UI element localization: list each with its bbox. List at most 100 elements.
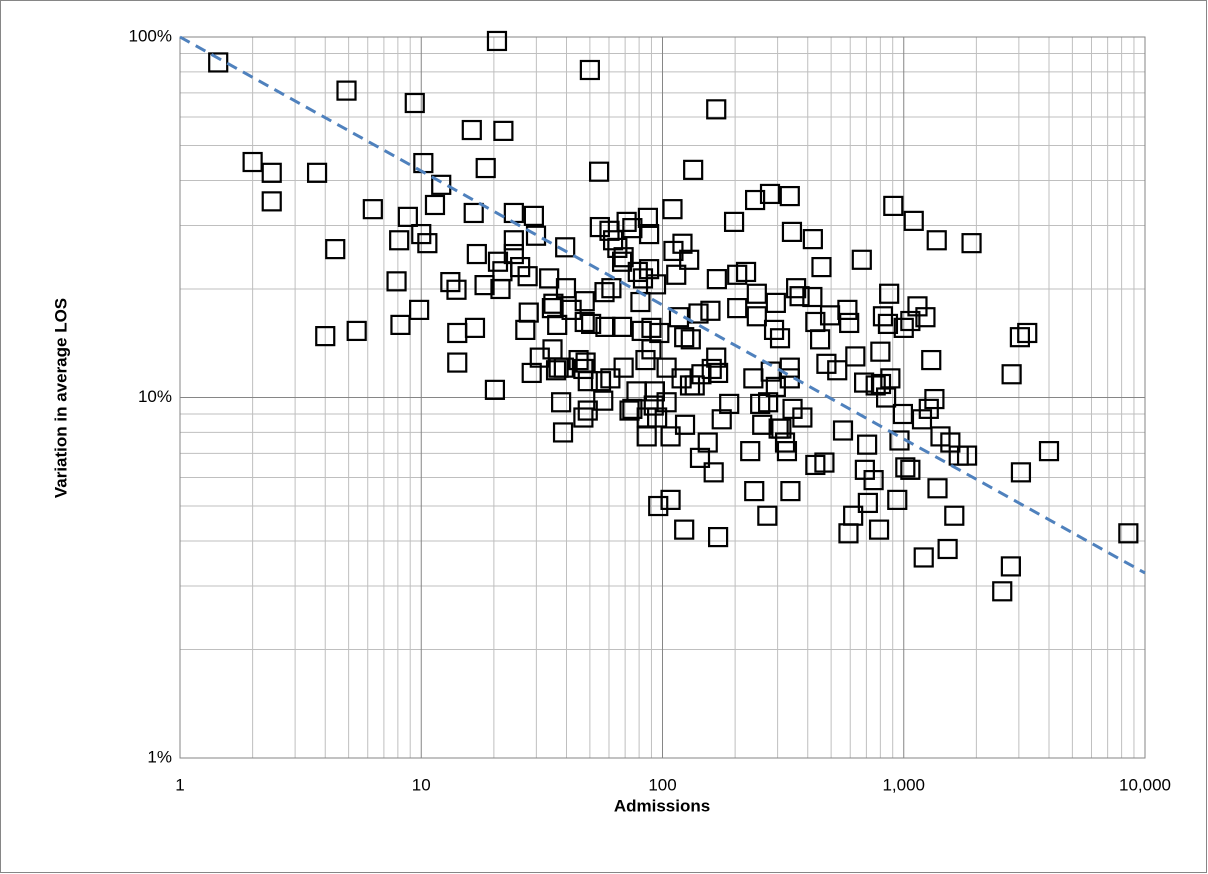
point <box>656 357 677 378</box>
point <box>727 298 748 319</box>
point <box>863 470 884 491</box>
point <box>883 195 904 217</box>
point <box>872 306 894 327</box>
point <box>887 489 908 510</box>
point <box>577 371 598 392</box>
point <box>464 317 486 338</box>
point <box>637 207 659 228</box>
point <box>1118 523 1139 544</box>
point <box>656 392 677 413</box>
point <box>666 264 687 285</box>
point <box>503 243 524 265</box>
point <box>627 261 648 283</box>
x-axis-title: Admissions <box>614 796 710 815</box>
point <box>208 52 229 73</box>
point <box>466 243 487 265</box>
point <box>915 307 936 328</box>
point <box>740 441 761 462</box>
point <box>913 547 934 568</box>
point <box>771 418 792 439</box>
point <box>447 352 468 373</box>
point <box>827 360 848 381</box>
point <box>613 247 634 268</box>
point <box>691 364 712 385</box>
point <box>574 291 595 312</box>
point <box>641 317 662 338</box>
y-tick-label: 100% <box>129 26 172 45</box>
point <box>545 360 567 381</box>
point <box>802 229 823 250</box>
point <box>843 505 864 526</box>
point <box>769 328 791 349</box>
point <box>719 393 740 414</box>
point <box>895 457 916 478</box>
point <box>611 251 633 272</box>
point <box>613 357 634 378</box>
point <box>877 313 899 335</box>
point <box>648 495 669 517</box>
point <box>744 189 766 211</box>
point <box>553 357 574 378</box>
point <box>475 157 496 179</box>
point <box>261 191 282 212</box>
point <box>900 310 921 332</box>
point <box>446 279 467 300</box>
point <box>839 312 860 334</box>
point <box>674 519 695 540</box>
point <box>645 274 667 295</box>
point <box>792 407 813 428</box>
point <box>689 447 711 468</box>
point <box>683 159 704 180</box>
point <box>921 349 942 371</box>
point <box>552 422 574 443</box>
point <box>639 223 660 245</box>
point <box>555 237 576 258</box>
point <box>779 357 800 378</box>
x-tick-label: 1,000 <box>882 775 925 794</box>
point <box>551 392 572 413</box>
point <box>1000 556 1021 577</box>
y-tick-label: 1% <box>147 747 172 766</box>
point <box>518 302 539 323</box>
point <box>961 233 982 254</box>
point <box>636 407 657 428</box>
point <box>573 358 594 380</box>
point <box>463 202 484 224</box>
point <box>779 185 800 207</box>
point <box>386 271 407 292</box>
point <box>601 278 622 299</box>
point <box>845 346 866 367</box>
point <box>346 320 367 342</box>
point <box>306 162 328 183</box>
point <box>697 432 718 453</box>
point <box>809 329 831 350</box>
point <box>573 407 594 428</box>
point <box>668 307 690 328</box>
point <box>662 199 683 220</box>
point <box>672 233 693 254</box>
point <box>723 211 745 232</box>
point <box>870 341 891 362</box>
point <box>706 269 727 290</box>
point <box>593 390 614 411</box>
point <box>574 311 595 333</box>
point <box>703 462 724 483</box>
point <box>924 388 945 410</box>
point <box>404 92 425 114</box>
point <box>707 362 729 384</box>
point <box>857 492 878 514</box>
point <box>543 293 564 314</box>
point <box>397 206 418 227</box>
point <box>802 286 823 308</box>
point <box>765 292 786 313</box>
point <box>757 505 778 526</box>
point <box>759 183 781 205</box>
point <box>517 266 538 287</box>
point <box>461 119 482 141</box>
point <box>679 249 700 270</box>
point <box>639 259 660 280</box>
point <box>409 299 430 320</box>
